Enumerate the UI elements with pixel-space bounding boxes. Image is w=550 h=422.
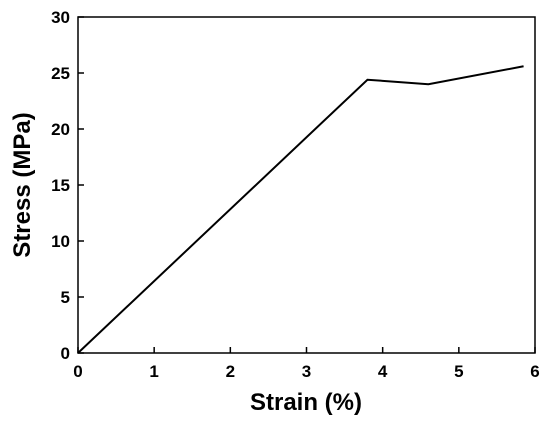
x-axis-label: Strain (%) (250, 389, 362, 416)
x-tick-label: 5 (454, 362, 463, 381)
x-tick-label: 2 (226, 362, 235, 381)
y-tick-label: 10 (51, 232, 70, 251)
x-tick-label: 6 (530, 362, 539, 381)
x-tick-label: 4 (378, 362, 388, 381)
y-tick-label: 0 (61, 344, 70, 363)
y-tick-label: 25 (51, 64, 70, 83)
plot-frame (77, 16, 536, 354)
x-tick-label: 0 (73, 362, 82, 381)
y-tick-label: 20 (51, 120, 70, 139)
y-tick-label: 15 (51, 176, 70, 195)
y-tick-label: 30 (51, 8, 70, 27)
x-tick-label: 3 (302, 362, 311, 381)
y-tick-label: 5 (61, 288, 70, 307)
data-line (77, 65, 524, 354)
y-axis-label: Stress (MPa) (9, 112, 36, 257)
x-tick-label: 1 (149, 362, 158, 381)
